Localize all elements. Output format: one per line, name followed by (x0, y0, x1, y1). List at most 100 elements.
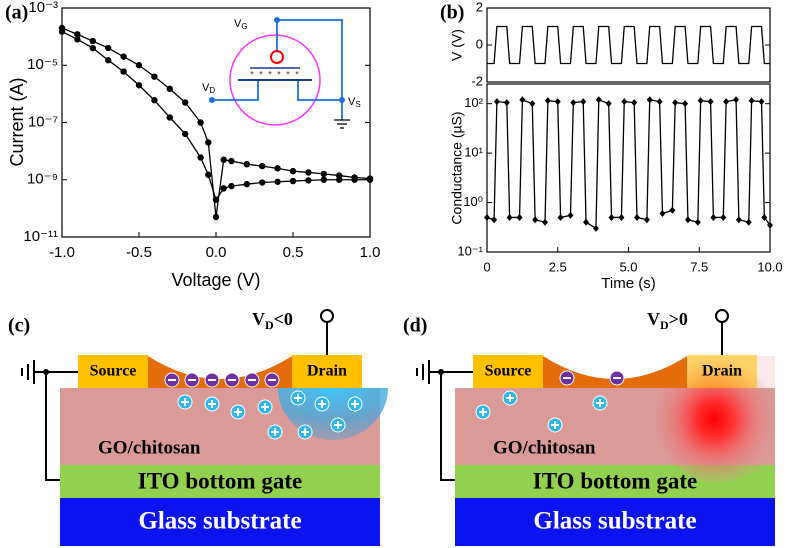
data-point (243, 180, 250, 188)
data-point (758, 98, 765, 106)
x-tick-label: 0.0 (206, 244, 227, 261)
channel-label: GO/chitosan (98, 437, 201, 458)
inset-ion: * (295, 69, 299, 79)
data-point (259, 179, 266, 186)
data-point (720, 213, 727, 221)
x-tick-label: 0.5 (283, 244, 304, 261)
inset-node (274, 17, 280, 23)
ground-symbol (416, 360, 430, 384)
data-point (605, 100, 612, 108)
x-tick-label: 10.0 (757, 259, 782, 274)
inset-ion: * (268, 69, 272, 79)
data-point (659, 210, 666, 218)
cation-sign (479, 408, 487, 416)
drain-electrode (687, 355, 757, 388)
data-point (166, 85, 173, 93)
inset-wire (212, 19, 343, 120)
plot-frame (486, 7, 771, 83)
cation-sign (596, 399, 604, 407)
drain-terminal (715, 309, 729, 323)
data-point (212, 196, 220, 203)
data-point (745, 218, 752, 226)
y-axis-title: V (V) (449, 29, 465, 61)
source-label: Source (90, 363, 137, 380)
drain-label: Drain (702, 363, 742, 380)
data-point (89, 37, 97, 45)
inset-label: VS (348, 96, 361, 109)
data-point (592, 224, 599, 232)
inset-ring (229, 34, 321, 126)
data-point (643, 216, 650, 224)
data-point (493, 98, 500, 106)
data-point (58, 28, 66, 35)
data-point (767, 221, 773, 229)
y-tick-label: 2 (476, 0, 483, 14)
data-point (761, 213, 768, 221)
data-point (289, 167, 297, 175)
data-point (484, 213, 490, 221)
data-point (516, 213, 523, 221)
y-tick-label: 10⁻⁹ (27, 171, 58, 188)
cation-sign (301, 428, 309, 436)
data-line (486, 98, 771, 230)
panel-label: (d) (403, 315, 427, 337)
y-tick-label: 10⁻¹¹ (23, 228, 58, 245)
cation-sign (334, 421, 342, 429)
cation-sign (506, 394, 514, 402)
data-point (506, 213, 513, 221)
data-point (366, 176, 374, 183)
drain-label: Drain (307, 363, 347, 380)
glass-substrate (455, 498, 775, 546)
y-tick-label: -2 (471, 73, 483, 88)
cation-sign (208, 400, 216, 408)
ground-wire (34, 371, 78, 481)
data-point (205, 171, 212, 178)
channel-label: GO/chitosan (493, 437, 596, 458)
bias-symbol: V (252, 309, 265, 329)
data-point (305, 169, 312, 176)
data-point (74, 36, 81, 43)
channel-layer (543, 356, 687, 388)
gate-label: ITO bottom gate (138, 468, 302, 493)
inset-label-subscript: D (209, 86, 215, 95)
inset-label-symbol: V (234, 18, 242, 30)
bias-label: VD<0 (252, 309, 293, 332)
data-point (646, 96, 653, 104)
inset-ion: * (277, 69, 281, 79)
data-point (243, 160, 250, 168)
plot-frame (486, 83, 771, 253)
x-tick-label: 2.5 (549, 259, 567, 274)
data-point (305, 177, 312, 184)
data-point (557, 213, 564, 221)
panel-label: (b) (440, 2, 464, 24)
x-tick-label: -0.5 (126, 244, 152, 261)
data-point (120, 68, 127, 75)
x-tick-label: 1.0 (360, 244, 381, 261)
y-tick-label: 10⁻³ (28, 0, 58, 16)
data-point (723, 98, 730, 106)
data-line (487, 25, 770, 65)
data-point (707, 98, 714, 106)
data-point (259, 162, 266, 170)
bias-label: VD>0 (647, 309, 688, 332)
data-point (220, 185, 227, 192)
ground-symbol (21, 360, 35, 384)
data-point (274, 165, 281, 172)
data-point (74, 31, 81, 38)
inset-label: VD (202, 82, 215, 95)
data-point (135, 62, 143, 69)
data-point (554, 98, 561, 106)
data-point (182, 99, 189, 106)
inset-label-subscript: G (241, 22, 247, 31)
cation-sign (294, 394, 302, 402)
glass-substrate (60, 498, 380, 546)
x-axis-title: Time (s) (601, 275, 655, 292)
panel-label: (a) (5, 2, 28, 24)
x-axis-title: Voltage (V) (171, 270, 260, 290)
data-point (228, 182, 235, 190)
data-point (672, 99, 679, 107)
data-point (684, 216, 691, 224)
data-point (151, 73, 158, 80)
data-point (542, 218, 549, 226)
ground-wire (429, 371, 473, 481)
